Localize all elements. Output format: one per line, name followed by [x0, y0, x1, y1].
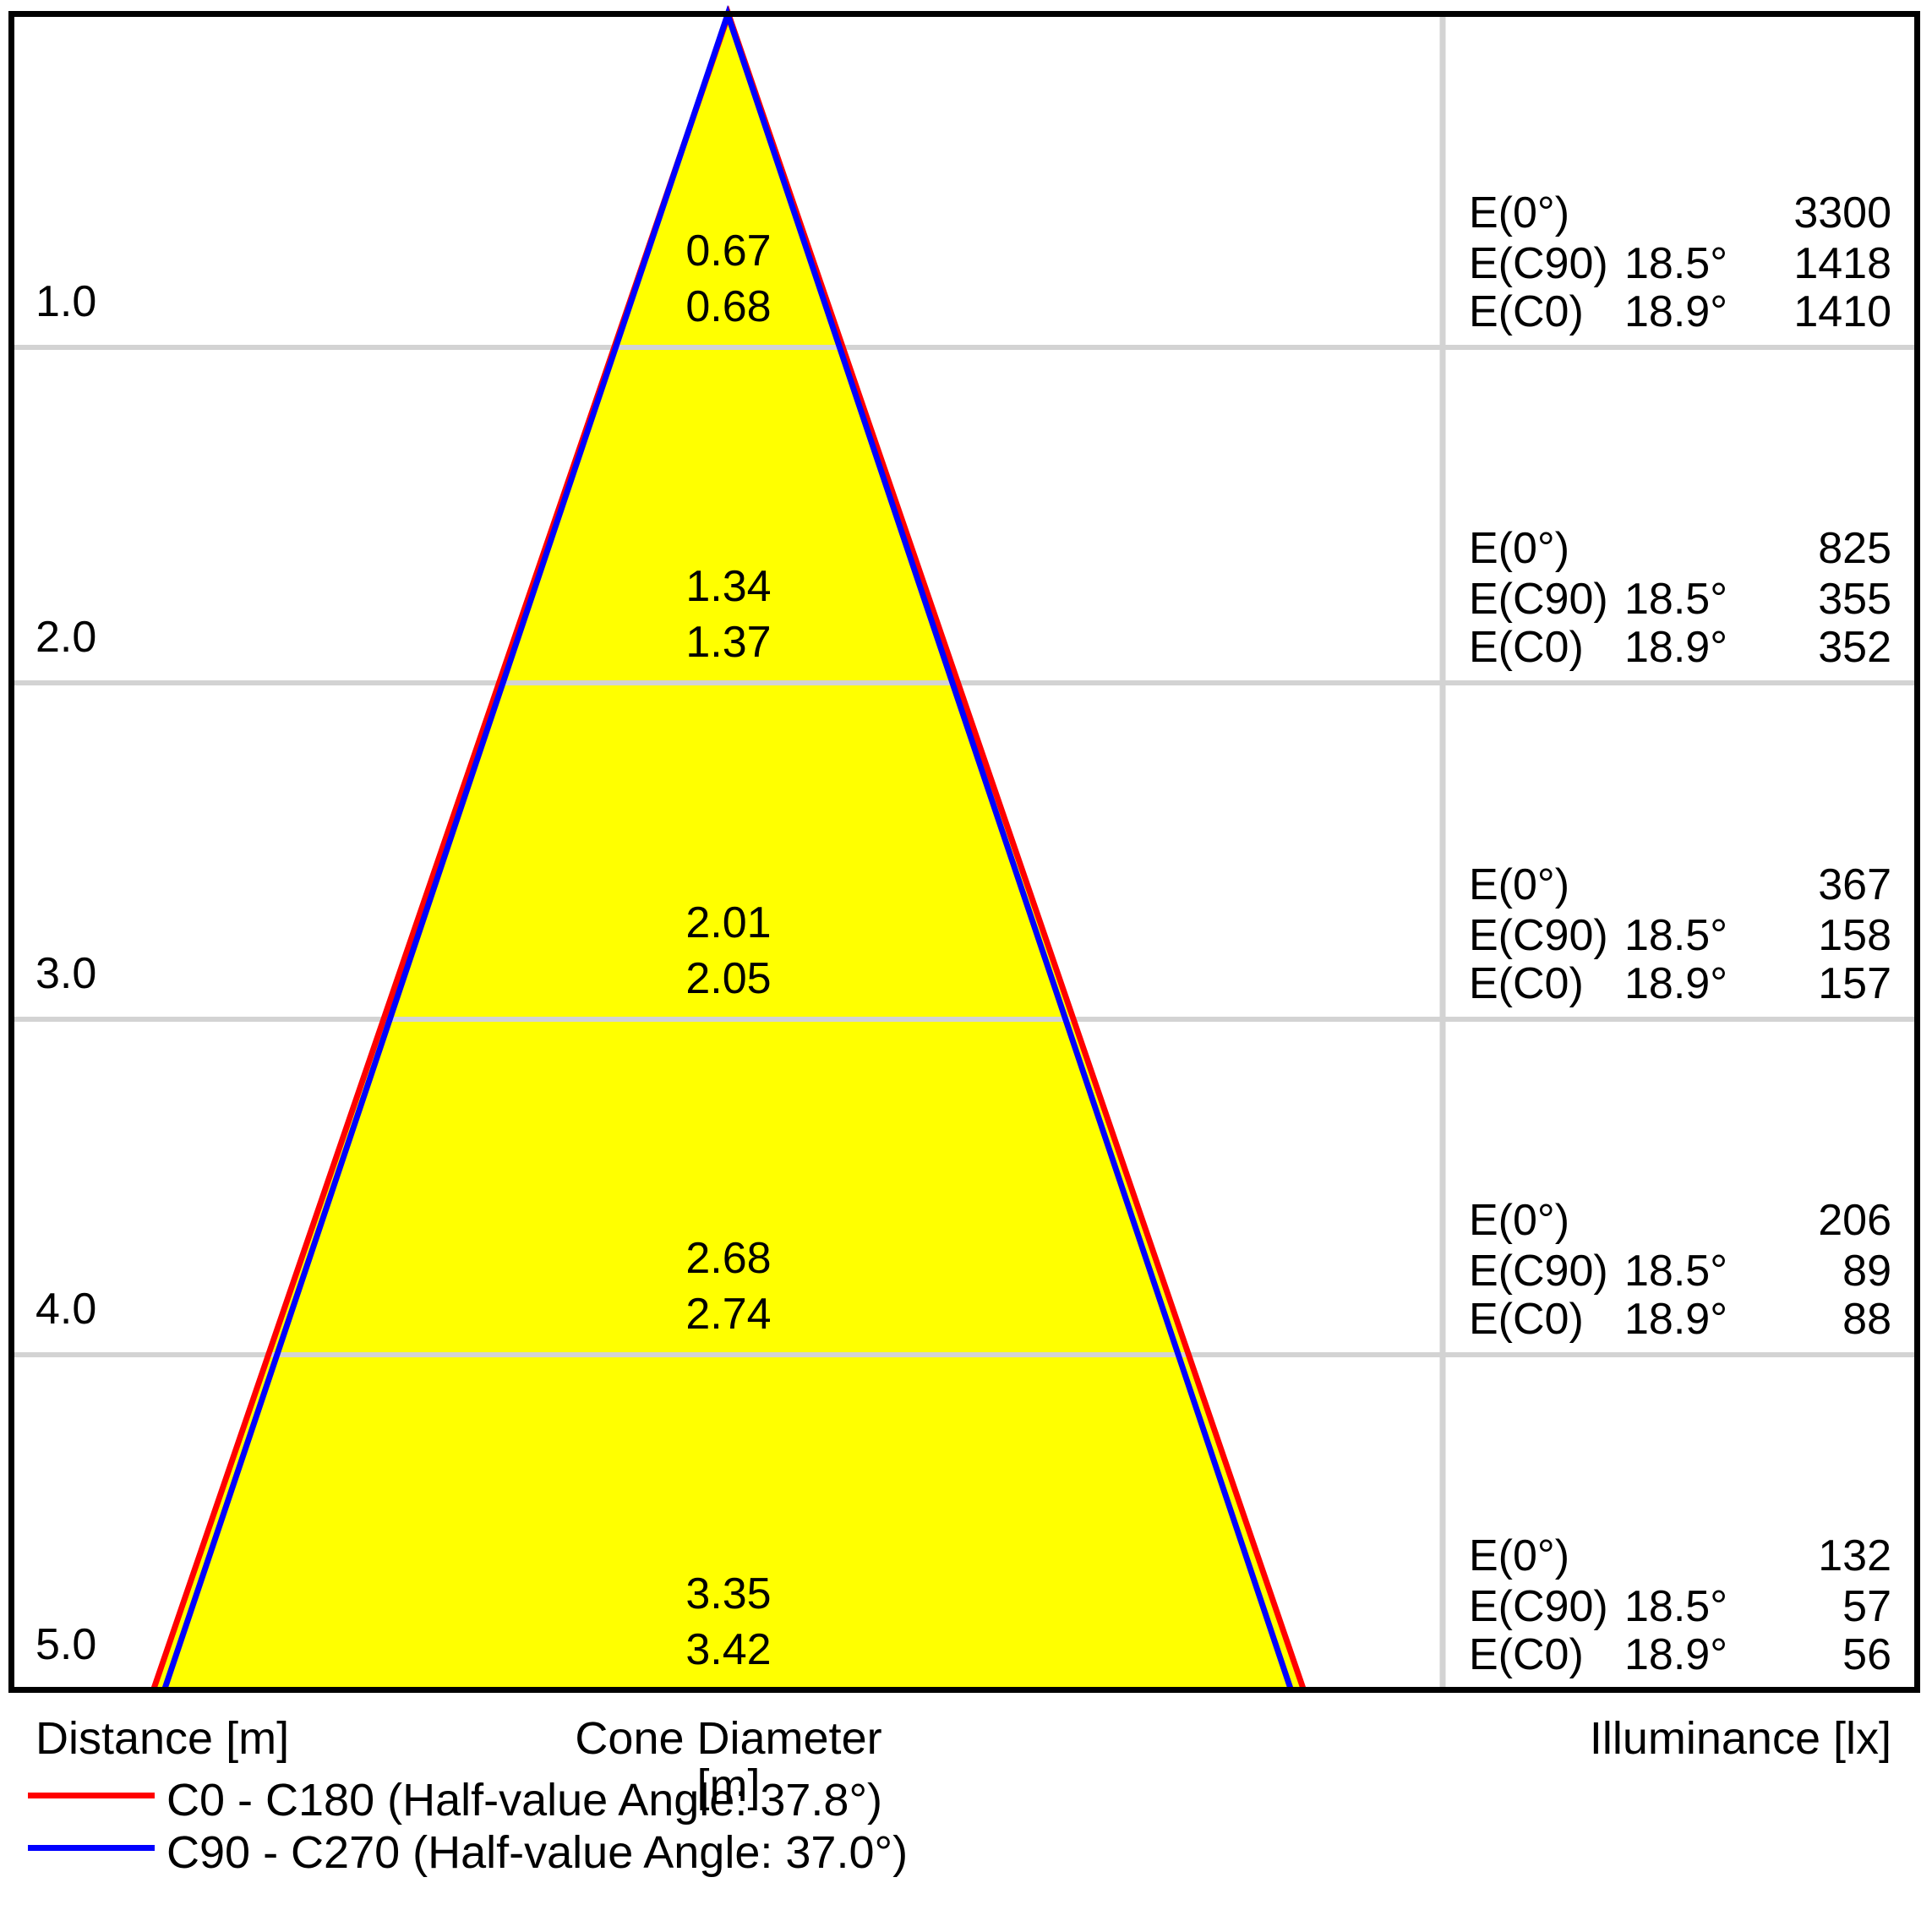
e0-value: 825: [1818, 524, 1891, 573]
illuminance-row-2m-ec90: E(C90) 18.5° 355: [1469, 576, 1891, 623]
cone-diameter-c90: 1.34: [685, 562, 772, 611]
illuminance-row-3m-ec0: E(C0) 18.9° 157: [1469, 960, 1891, 1007]
ec0-angle: 18.9°: [1624, 287, 1727, 336]
legend-c0-label: C0 - C180 (Half-value Angle: 37.8°): [166, 1775, 883, 1826]
cone-diameter-c0: 3.42: [685, 1625, 772, 1674]
ec90-angle: 18.5°: [1624, 239, 1727, 288]
cone-diameter-c0: 2.74: [685, 1290, 772, 1339]
ec90-value: 158: [1818, 911, 1891, 960]
legend-c90-label: C90 - C270 (Half-value Angle: 37.0°): [166, 1827, 909, 1878]
e0-angle: [1621, 1197, 1731, 1244]
cone-diameter-c90: 2.01: [685, 898, 772, 947]
distance-label-5m: 5.0: [35, 1620, 97, 1669]
distance-label-3m: 3.0: [35, 949, 97, 998]
cone-diameter-values-4m: 2.68 2.74: [559, 1231, 898, 1342]
illuminance-row-3m-e0: E(0°) 367: [1469, 861, 1891, 909]
e0-angle: [1621, 861, 1731, 909]
ec90-angle: 18.5°: [1624, 575, 1727, 624]
ec90-value: 57: [1842, 1582, 1891, 1631]
ec90-label: E(C90): [1469, 1582, 1608, 1631]
ec0-value: 88: [1842, 1295, 1891, 1344]
illuminance-row-5m-ec0: E(C0) 18.9° 56: [1469, 1631, 1891, 1678]
distance-axis-label: Distance [m]: [35, 1713, 290, 1764]
cone-diameter-c0: 2.05: [685, 954, 772, 1003]
illuminance-axis-label: Illuminance [lx]: [1589, 1713, 1891, 1764]
ec90-label: E(C90): [1469, 1247, 1608, 1296]
illuminance-row-2m-ec0: E(C0) 18.9° 352: [1469, 624, 1891, 671]
illuminance-row-3m-ec90: E(C90) 18.5° 158: [1469, 912, 1891, 959]
ec90-label: E(C90): [1469, 911, 1608, 960]
ec0-value: 56: [1842, 1630, 1891, 1679]
cone-diameter-c90: 0.67: [685, 226, 772, 276]
distance-label-2m: 2.0: [35, 613, 97, 662]
cone-diameter-c0: 1.37: [685, 618, 772, 667]
cone-diameter-values-5m: 3.35 3.42: [559, 1566, 898, 1678]
ec0-label: E(C0): [1469, 959, 1584, 1008]
e0-label: E(0°): [1469, 1531, 1570, 1580]
ec90-angle: 18.5°: [1624, 1582, 1727, 1631]
distance-label-4m: 4.0: [35, 1285, 97, 1334]
illuminance-row-4m-ec90: E(C90) 18.5° 89: [1469, 1247, 1891, 1295]
e0-label: E(0°): [1469, 1196, 1570, 1245]
legend-c0-line-swatch: [28, 1793, 155, 1798]
ec0-angle: 18.9°: [1624, 623, 1727, 672]
cone-diameter-c90: 2.68: [685, 1234, 772, 1283]
e0-value: 367: [1818, 860, 1891, 909]
ec0-label: E(C0): [1469, 287, 1584, 336]
ec0-label: E(C0): [1469, 1295, 1584, 1344]
e0-angle: [1621, 525, 1731, 572]
ec0-angle: 18.9°: [1624, 1295, 1727, 1344]
e0-value: 132: [1818, 1531, 1891, 1580]
ec0-label: E(C0): [1469, 1630, 1584, 1679]
ec90-value: 89: [1842, 1247, 1891, 1296]
ec0-value: 352: [1818, 623, 1891, 672]
e0-label: E(0°): [1469, 524, 1570, 573]
ec0-angle: 18.9°: [1624, 959, 1727, 1008]
e0-label: E(0°): [1469, 188, 1570, 237]
legend-c90-line-swatch: [28, 1845, 155, 1851]
e0-value: 3300: [1793, 188, 1891, 237]
ec90-angle: 18.5°: [1624, 1247, 1727, 1296]
e0-value: 206: [1818, 1196, 1891, 1245]
illuminance-row-1m-ec90: E(C90) 18.5° 1418: [1469, 240, 1891, 287]
cone-fill-area: [154, 14, 1303, 1689]
e0-angle: [1621, 1532, 1731, 1580]
cone-diameter-values-2m: 1.34 1.37: [559, 559, 898, 670]
illuminance-row-1m-e0: E(0°) 3300: [1469, 189, 1891, 237]
ec90-value: 1418: [1793, 239, 1891, 288]
e0-label: E(0°): [1469, 860, 1570, 909]
ec90-label: E(C90): [1469, 575, 1608, 624]
ec90-label: E(C90): [1469, 239, 1608, 288]
cone-diameter-c0: 0.68: [685, 282, 772, 331]
cone-diameter-c90: 3.35: [685, 1569, 772, 1618]
distance-label-1m: 1.0: [35, 277, 97, 326]
ec0-label: E(C0): [1469, 623, 1584, 672]
illuminance-row-2m-e0: E(0°) 825: [1469, 525, 1891, 572]
cone-diameter-values-1m: 0.67 0.68: [559, 223, 898, 335]
e0-angle: [1621, 189, 1731, 237]
illuminance-row-5m-e0: E(0°) 132: [1469, 1532, 1891, 1580]
illuminance-row-5m-ec90: E(C90) 18.5° 57: [1469, 1583, 1891, 1630]
cone-diameter-axis-label: Cone Diameter [m]: [575, 1713, 882, 1811]
illuminance-row-4m-ec0: E(C0) 18.9° 88: [1469, 1296, 1891, 1343]
ec90-value: 355: [1818, 575, 1891, 624]
ec0-value: 157: [1818, 959, 1891, 1008]
illuminance-row-1m-ec0: E(C0) 18.9° 1410: [1469, 288, 1891, 336]
ec90-angle: 18.5°: [1624, 911, 1727, 960]
illuminance-row-4m-e0: E(0°) 206: [1469, 1197, 1891, 1244]
cone-diameter-values-3m: 2.01 2.05: [559, 895, 898, 1007]
ec0-value: 1410: [1793, 287, 1891, 336]
ec0-angle: 18.9°: [1624, 1630, 1727, 1679]
chart-border: [8, 11, 1920, 1693]
